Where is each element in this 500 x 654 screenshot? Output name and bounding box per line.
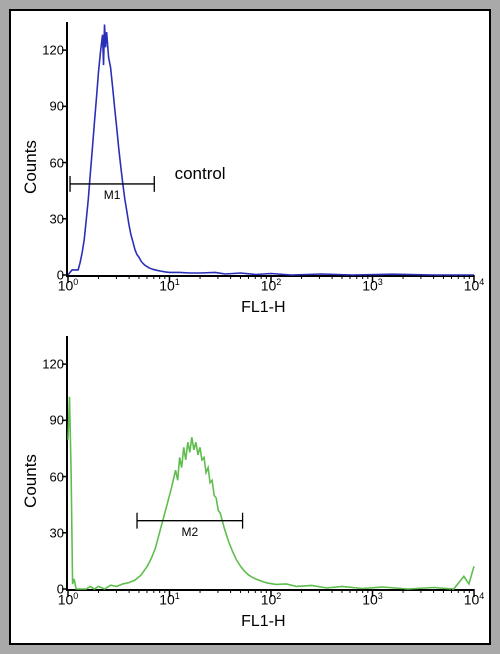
x-axis-label-top: FL1-H [241,299,285,317]
histogram-curve-top [68,22,474,275]
control-annotation: control [175,164,226,184]
x-tick-labels-bottom: 100101102103104 [68,589,474,613]
histogram-curve-bottom [68,336,474,589]
x-axis-label-bottom: FL1-H [241,613,285,631]
x-tick-labels-top: 100101102103104 [68,275,474,299]
gate-label-m2: M2 [181,525,198,539]
y-tick-labels-top: 0306090120 [33,22,68,275]
bottom-panel: Counts M2 100101102103104 0306090120 FL1… [21,331,479,631]
plot-area-bottom: M2 100101102103104 0306090120 [66,336,474,591]
gate-label-m1: M1 [104,188,121,202]
plot-area-top: M1 control 100101102103104 0306090120 [66,22,474,277]
figure-frame: Counts M1 control 100101102103104 030609… [9,9,491,645]
top-panel: Counts M1 control 100101102103104 030609… [21,17,479,317]
y-tick-labels-bottom: 0306090120 [33,336,68,589]
